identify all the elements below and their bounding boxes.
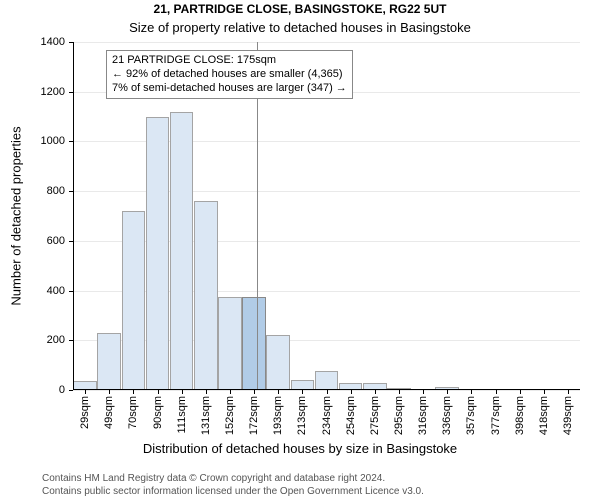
xtick-label: 357sqm (465, 396, 477, 435)
xtick-label: 172sqm (248, 396, 260, 435)
xtick-mark (568, 390, 569, 394)
gridline (73, 42, 580, 43)
xtick-mark (447, 390, 448, 394)
y-axis-label: Number of detached properties (9, 126, 24, 305)
ytick-mark (69, 241, 73, 242)
xtick-label: 377sqm (490, 396, 502, 435)
annotation-line1: 21 PARTRIDGE CLOSE: 175sqm (112, 54, 347, 68)
ytick-mark (69, 390, 73, 391)
histogram-bar (242, 297, 266, 390)
xtick-mark (85, 390, 86, 394)
xtick-mark (302, 390, 303, 394)
xtick-mark (278, 390, 279, 394)
chart-container: 21, PARTRIDGE CLOSE, BASINGSTOKE, RG22 5… (0, 0, 600, 500)
xtick-mark (496, 390, 497, 394)
annotation-line3: 7% of semi-detached houses are larger (3… (112, 82, 347, 96)
xtick-label: 234sqm (321, 396, 333, 435)
xtick-label: 49sqm (103, 396, 115, 429)
xtick-mark (520, 390, 521, 394)
ytick-mark (69, 92, 73, 93)
xtick-mark (544, 390, 545, 394)
chart-title: Size of property relative to detached ho… (0, 20, 600, 35)
ytick-mark (69, 191, 73, 192)
ytick-label: 1400 (33, 36, 65, 48)
xtick-label: 70sqm (127, 396, 139, 429)
histogram-bar (97, 333, 121, 390)
xtick-label: 254sqm (345, 396, 357, 435)
ytick-mark (69, 141, 73, 142)
xtick-mark (375, 390, 376, 394)
xtick-label: 213sqm (296, 396, 308, 435)
xtick-label: 398sqm (514, 396, 526, 435)
xtick-mark (182, 390, 183, 394)
ytick-label: 800 (33, 185, 65, 197)
footer-line1: Contains HM Land Registry data © Crown c… (42, 473, 424, 486)
xtick-label: 336sqm (441, 396, 453, 435)
histogram-bar (315, 371, 339, 390)
xtick-label: 131sqm (200, 396, 212, 435)
annotation-line2: ← 92% of detached houses are smaller (4,… (112, 68, 347, 82)
xtick-mark (399, 390, 400, 394)
ytick-mark (69, 291, 73, 292)
xtick-label: 152sqm (224, 396, 236, 435)
histogram-bar (194, 201, 218, 390)
xtick-label: 111sqm (176, 396, 188, 434)
ytick-label: 1000 (33, 135, 65, 147)
xtick-mark (471, 390, 472, 394)
xtick-mark (351, 390, 352, 394)
xtick-mark (206, 390, 207, 394)
xtick-label: 275sqm (369, 396, 381, 435)
histogram-bar (122, 211, 146, 390)
xtick-label: 29sqm (79, 396, 91, 429)
y-axis-line (73, 42, 74, 390)
annotation-box: 21 PARTRIDGE CLOSE: 175sqm ← 92% of deta… (106, 50, 353, 99)
xtick-label: 90sqm (152, 396, 164, 429)
xtick-mark (158, 390, 159, 394)
xtick-mark (109, 390, 110, 394)
xtick-mark (230, 390, 231, 394)
xtick-mark (327, 390, 328, 394)
xtick-mark (254, 390, 255, 394)
chart-supertitle: 21, PARTRIDGE CLOSE, BASINGSTOKE, RG22 5… (0, 2, 600, 16)
histogram-bar (266, 335, 290, 390)
ytick-label: 0 (33, 384, 65, 396)
histogram-bar (170, 112, 194, 390)
ytick-label: 1200 (33, 86, 65, 98)
xtick-label: 439sqm (562, 396, 574, 435)
footer-line2: Contains public sector information licen… (42, 486, 424, 499)
xtick-label: 418sqm (538, 396, 550, 435)
xtick-label: 193sqm (272, 396, 284, 435)
histogram-bar (218, 297, 242, 390)
xtick-mark (423, 390, 424, 394)
xtick-mark (133, 390, 134, 394)
histogram-bar (146, 117, 170, 390)
xtick-label: 295sqm (393, 396, 405, 435)
ytick-mark (69, 42, 73, 43)
footer-credits: Contains HM Land Registry data © Crown c… (42, 473, 424, 498)
x-axis-label: Distribution of detached houses by size … (0, 441, 600, 456)
ytick-label: 400 (33, 285, 65, 297)
ytick-mark (69, 340, 73, 341)
xtick-label: 316sqm (417, 396, 429, 435)
ytick-label: 600 (33, 235, 65, 247)
ytick-label: 200 (33, 334, 65, 346)
